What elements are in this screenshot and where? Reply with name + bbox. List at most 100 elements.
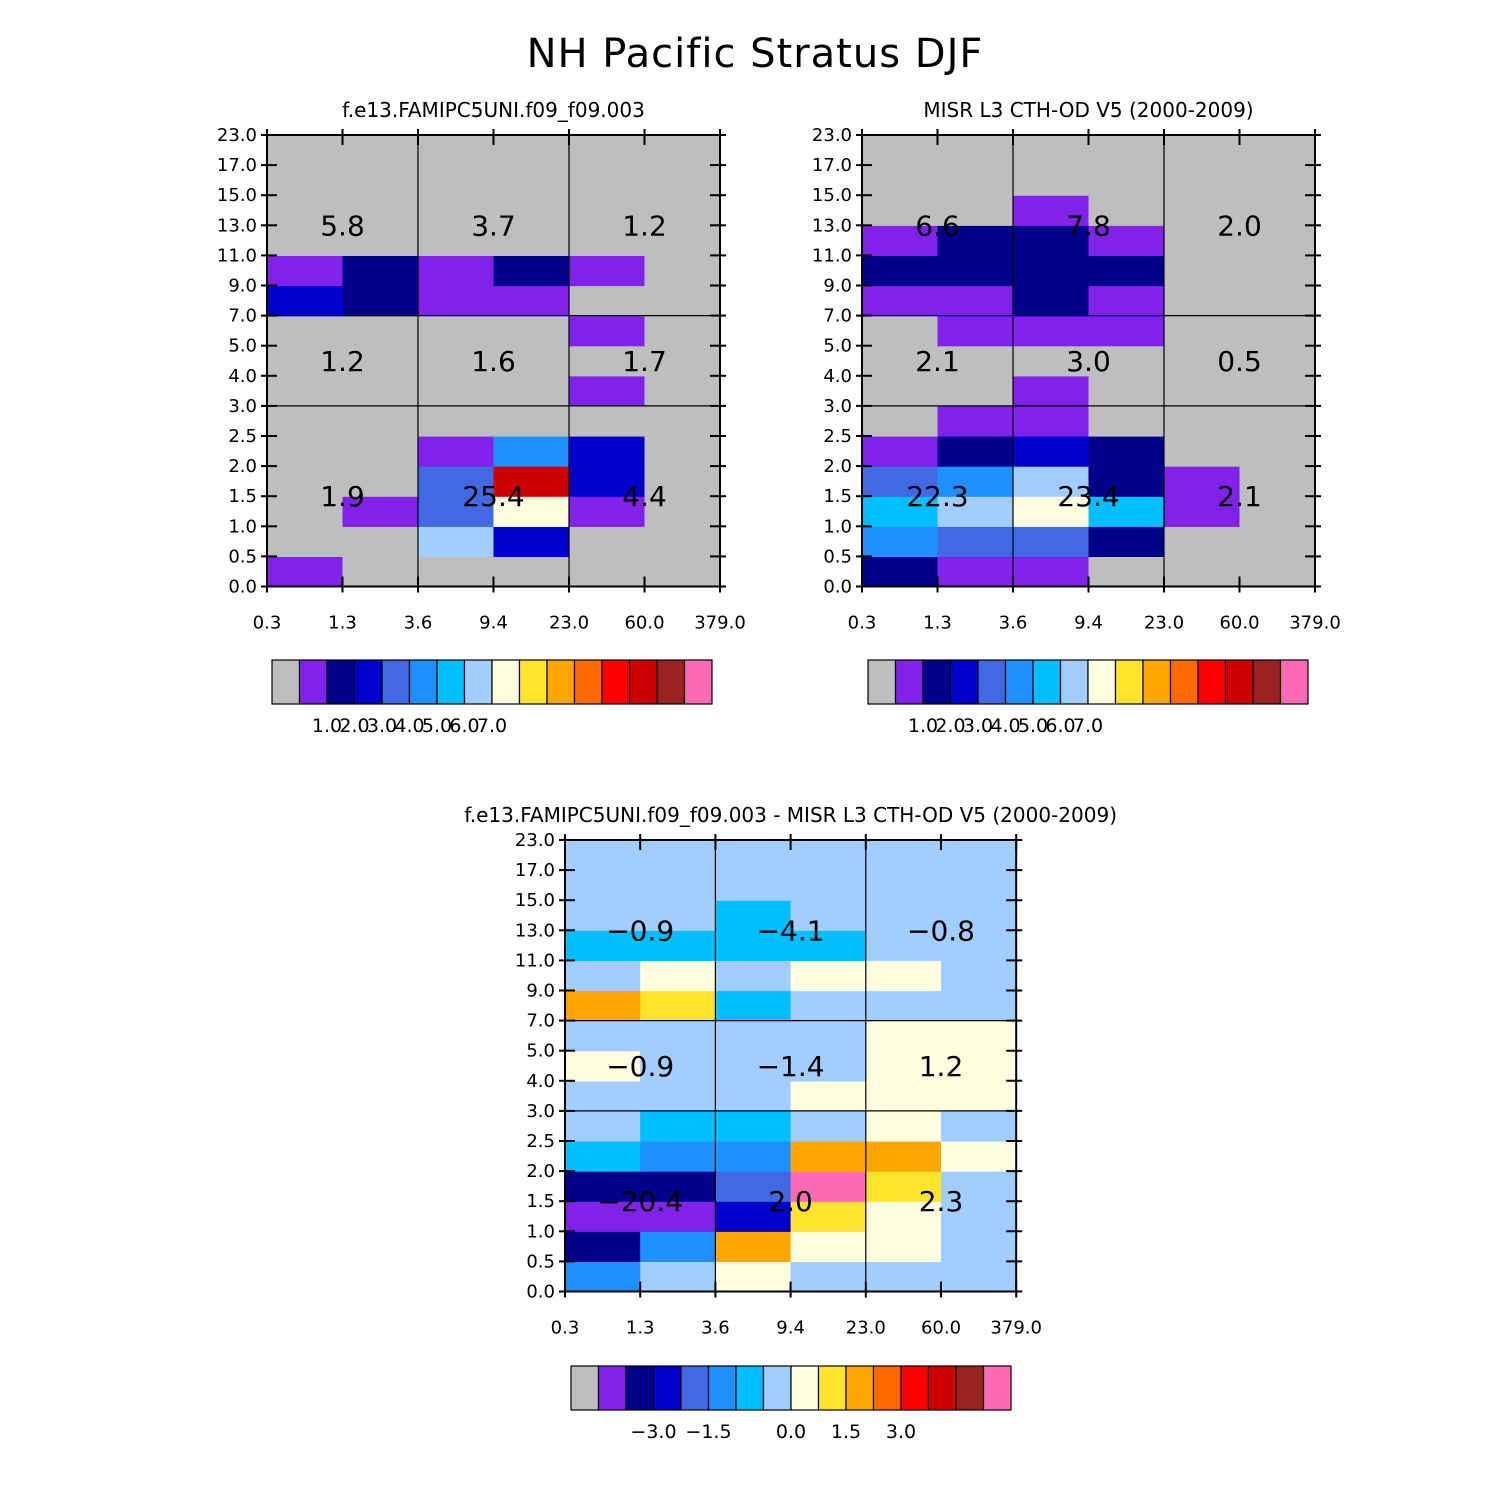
heatmap-cell [644,556,721,588]
heatmap-cell [1088,556,1165,588]
heatmap-cell [644,135,721,166]
group-value-label: 1.2 [919,1050,964,1083]
colorbar-label: −1.5 [685,1421,731,1443]
heatmap-cell [790,1050,867,1082]
heatmap-cell [941,870,1017,901]
heatmap-cell [565,1261,641,1293]
heatmap-cell [640,1261,716,1293]
colorbar-label: −3.0 [630,1421,676,1443]
heatmap-cell [640,1020,716,1052]
heatmap-cell [1013,436,1090,467]
heatmap-cell [565,1141,641,1172]
y-tick-label: 9.0 [823,276,852,297]
colorbar-swatch [707,1365,737,1411]
heatmap-cell [640,1231,716,1262]
heatmap-cell [569,526,646,557]
heatmap-cell [569,436,646,467]
heatmap-cell [342,285,419,317]
group-value-label: 1.2 [320,345,365,378]
heatmap-cell [569,165,646,196]
heatmap-cell [267,345,344,377]
heatmap-cell [418,375,495,407]
heatmap-cell [644,285,721,317]
heatmap-cell [1164,556,1241,588]
heatmap-cell [493,195,570,226]
colorbar-label: 6.0 [449,715,479,737]
heatmap-cell [644,375,721,407]
y-tick-label: 1.0 [526,1221,555,1242]
heatmap-cell [493,315,570,347]
heatmap-cell [1088,315,1165,347]
heatmap-cell [267,255,344,287]
y-tick-label: 0.0 [228,577,257,598]
heatmap-cell [937,285,1014,317]
heatmap-cell [493,496,570,527]
heatmap-cell [790,840,867,871]
heatmap-cell [267,195,344,226]
heatmap-cell [941,930,1017,961]
y-tick-label: 17.0 [217,155,257,176]
heatmap-cell [493,225,570,256]
heatmap-cell [865,1050,942,1082]
heatmap-cell [790,1080,867,1112]
heatmap-cell [1239,405,1316,437]
colorbar-swatch [625,1365,655,1411]
heatmap-cell [1164,375,1241,407]
x-tick-label: 1.3 [923,613,952,634]
panel-title: MISR L3 CTH-OD V5 (2000-2009) [923,98,1253,122]
heatmap-cell [1239,496,1316,527]
heatmap-cell [1164,285,1241,317]
colorbar-label: 1.0 [908,715,938,737]
group-value-label: 25.4 [462,480,524,513]
x-tick-label: 9.4 [479,613,508,634]
y-tick-label: 11.0 [217,245,257,266]
colorbar-label: 3.0 [367,715,397,737]
heatmap-cell [790,870,867,901]
group-value-label: −0.9 [606,914,674,947]
heatmap-cell [1239,195,1316,226]
heatmap-cell [640,840,716,871]
heatmap-cell [937,225,1014,256]
y-tick-label: 11.0 [515,950,555,971]
colorbar-swatch [867,659,897,705]
heatmap-cell [715,1080,792,1112]
group-value-label: −0.9 [606,1050,674,1083]
y-tick-label: 7.0 [823,306,852,327]
heatmap-cell [937,135,1014,166]
colorbar-swatch [982,1365,1012,1411]
heatmap-cell [1239,285,1316,317]
colorbar-swatch [1197,659,1227,705]
heatmap-cell [342,315,419,347]
heatmap-cell [715,1261,792,1293]
heatmap-cell [1088,165,1165,196]
heatmap-cell [267,405,344,437]
heatmap-cell [569,195,646,226]
colorbar-label: 7.0 [1073,715,1103,737]
heatmap-cell [865,900,942,931]
heatmap-cell [865,960,942,992]
heatmap-cell [715,1141,792,1172]
heatmap-cell [790,1231,867,1262]
y-tick-label: 2.5 [526,1131,555,1152]
colorbar-swatch [894,659,924,705]
colorbar-swatch [680,1365,710,1411]
y-tick-label: 2.0 [823,456,852,477]
heatmap-cell [565,1231,641,1262]
heatmap-cell [865,1080,942,1112]
x-tick-label: 3.6 [701,1318,730,1339]
heatmap-cell [715,900,792,931]
y-tick-label: 15.0 [217,185,257,206]
heatmap-cell [1239,255,1316,287]
y-tick-label: 1.5 [228,486,257,507]
heatmap-cell [342,135,419,166]
heatmap-cell [644,165,721,196]
heatmap-cell [865,1020,942,1052]
heatmap-cell [1164,225,1241,256]
heatmap-cell [865,1261,942,1293]
heatmap-cell [569,255,646,287]
heatmap-cell [941,1171,1017,1202]
heatmap-cell [715,1201,792,1232]
heatmap-cell [1013,195,1090,226]
heatmap-cell [715,1020,792,1052]
heatmap-cell [941,1050,1017,1082]
